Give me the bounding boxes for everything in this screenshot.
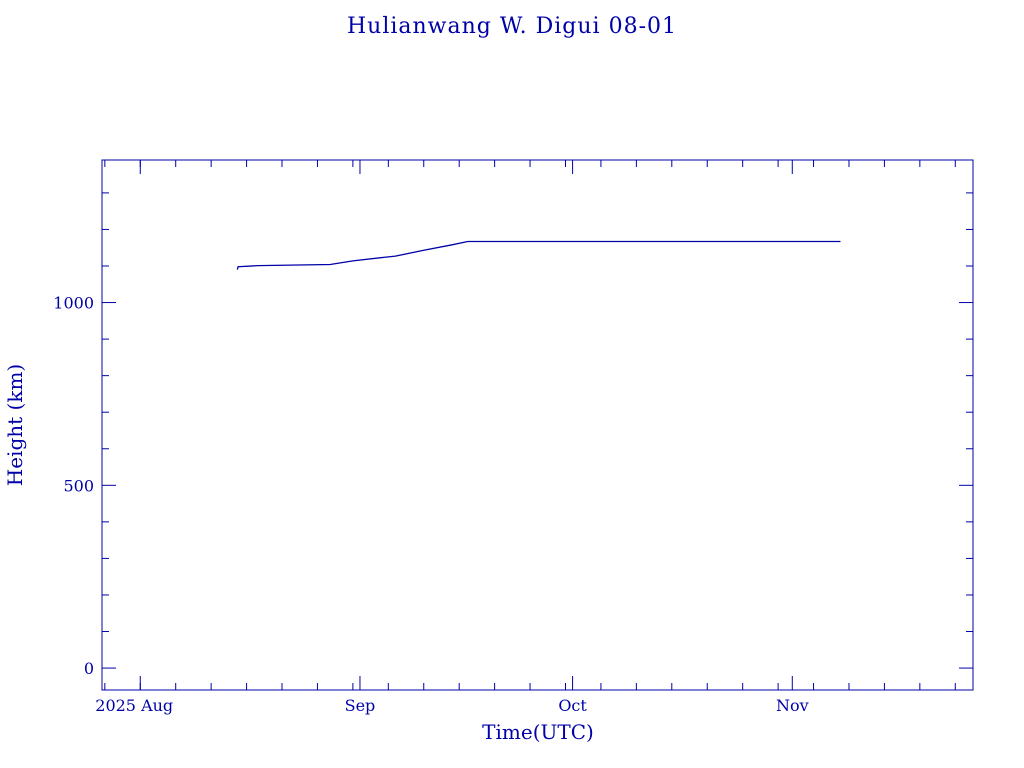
chart-title: Hulianwang W. Digui 08-01 (346, 14, 678, 39)
x-tick-label: Oct (558, 696, 587, 715)
x-tick-label: Nov (776, 696, 809, 715)
y-tick-label: 0 (84, 659, 94, 678)
series-lines (236, 240, 841, 270)
x-tick-label: Sep (345, 696, 376, 715)
x-axis-label: Time(UTC) (482, 720, 594, 744)
y-tick-label: 1000 (53, 294, 94, 313)
series-line (236, 240, 841, 270)
y-axis-label: Height (km) (3, 364, 27, 486)
y-tick-label: 500 (63, 476, 94, 495)
tick-labels: 0 500 1000 2025 Aug Sep Oct Nov (53, 294, 808, 715)
axis-ticks (102, 160, 973, 690)
plot-frame (101, 159, 974, 691)
x-tick-label: 2025 Aug (95, 696, 173, 715)
